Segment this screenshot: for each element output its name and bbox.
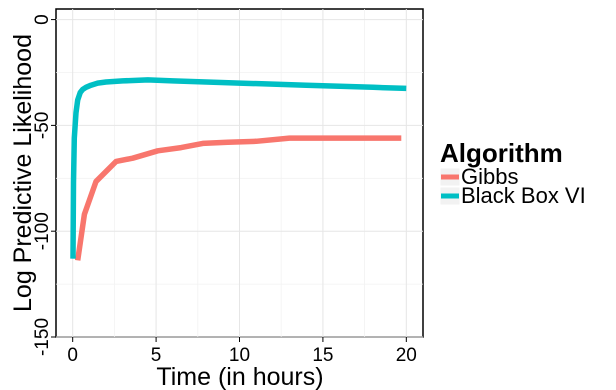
x-tick-label: 10: [229, 345, 250, 366]
axis-ticks: 0 5 10 15 20 0 -50 -100 -150: [32, 14, 417, 366]
legend: Algorithm Gibbs Black Box VI: [439, 138, 586, 208]
legend-label-gibbs: Gibbs: [461, 164, 518, 189]
legend-label-black-box-vi: Black Box VI: [461, 183, 586, 208]
series-line-gibbs: [74, 135, 402, 261]
x-tick-label: 15: [312, 345, 333, 366]
y-axis-label: Log Predictive Likelihood: [9, 34, 37, 312]
legend-title: Algorithm: [440, 138, 563, 168]
x-tick-label: 5: [151, 345, 162, 366]
x-tick-label: 0: [67, 345, 78, 366]
series-line-black-box-vi: [70, 77, 407, 259]
x-axis-label: Time (in hours): [156, 363, 323, 390]
series-lines: [70, 77, 407, 261]
y-tick-label: -100: [32, 212, 53, 250]
y-tick-label: -150: [32, 318, 53, 356]
grid-lines: [56, 9, 423, 338]
y-tick-label: 0: [32, 14, 53, 25]
y-tick-label: -50: [32, 112, 53, 139]
x-tick-label: 20: [396, 345, 417, 366]
